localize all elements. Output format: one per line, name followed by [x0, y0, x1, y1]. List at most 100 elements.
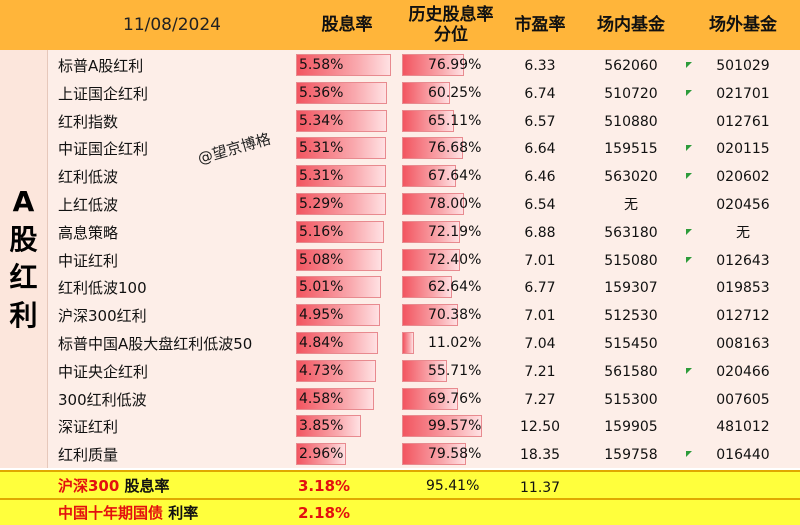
- etf-code: 561580: [604, 363, 658, 380]
- percentile-bar-fill: [403, 416, 481, 437]
- comment-marker-icon: [686, 62, 692, 68]
- reference-row-bond: 中国十年期国债 利率 2.18%: [0, 498, 800, 525]
- index-name: 上红低波: [58, 196, 119, 214]
- pe-value: 6.57: [524, 113, 556, 130]
- header-etf: 场内基金: [597, 15, 665, 35]
- pe-value: 7.01: [524, 308, 556, 325]
- yield-bar: [296, 193, 386, 215]
- table-row: 标普A股红利 5.58% 76.99% 6.33 562060 501029: [48, 52, 800, 80]
- yield-bar: [296, 54, 391, 76]
- etf-code: 515450: [604, 336, 658, 352]
- pe-value: 7.04: [524, 336, 556, 352]
- etf-code: 563180: [604, 224, 658, 241]
- yield-bar: [296, 415, 362, 438]
- percentile-value: 76.99%: [428, 57, 482, 73]
- pe-value: 6.77: [524, 280, 556, 297]
- yield-bar: [296, 81, 388, 104]
- side-char: 红: [9, 261, 38, 294]
- comment-marker-icon: [686, 89, 692, 96]
- percentile-bar-fill: [403, 55, 463, 75]
- index-name: 红利低波: [58, 168, 119, 187]
- index-name: 中证红利: [58, 251, 119, 270]
- reference-pe: 11.37: [520, 480, 561, 496]
- yield-bar: [296, 165, 387, 188]
- reference-name-black: 股息率: [119, 477, 170, 495]
- comment-marker-icon: [686, 228, 692, 235]
- yield-bar-fill: [297, 194, 385, 214]
- percentile-bar: [402, 359, 447, 382]
- table-row: 红利低波100 5.01% 62.64% 6.77 159307 019853: [48, 274, 800, 302]
- percentile-bar-fill: [403, 249, 459, 270]
- yield-bar: [296, 137, 387, 160]
- header-date: 11/08/2024: [123, 15, 221, 35]
- pe-value: 7.01: [524, 252, 556, 269]
- etf-code: 563020: [604, 169, 658, 186]
- pe-value: 6.88: [524, 224, 556, 241]
- otc-fund-code: 008163: [716, 336, 770, 352]
- header-pe: 市盈率: [514, 15, 566, 35]
- otc-fund-code: 501029: [716, 58, 770, 74]
- percentile-bar: [402, 332, 414, 354]
- etf-code: 无: [624, 197, 638, 213]
- otc-fund-code: 012643: [716, 252, 770, 269]
- reference-yield: 3.18%: [298, 477, 351, 495]
- percentile-bar-fill: [403, 333, 413, 353]
- etf-code: 159758: [604, 447, 658, 464]
- table-row: 上红低波 5.29% 78.00% 6.54 无 020456: [48, 191, 800, 219]
- yield-value: 5.34%: [299, 112, 344, 129]
- yield-value: 3.85%: [299, 418, 344, 435]
- index-name: 标普中国A股大盘红利低波50: [58, 335, 253, 353]
- etf-code: 159905: [604, 419, 658, 436]
- percentile-bar-fill: [403, 444, 465, 465]
- pe-value: 6.54: [524, 197, 556, 213]
- percentile-bar: [402, 415, 482, 438]
- etf-code: 515080: [604, 252, 658, 269]
- percentile-bar-fill: [403, 82, 450, 103]
- table-row: 红利低波 5.31% 67.64% 6.46 563020 020602: [48, 163, 800, 191]
- otc-fund-code: 无: [736, 224, 750, 241]
- etf-code: 562060: [604, 58, 658, 74]
- percentile-value: 78.00%: [428, 196, 482, 212]
- yield-bar: [296, 220, 384, 243]
- percentile-value: 99.57%: [428, 418, 482, 435]
- index-name: 300红利低波: [58, 390, 147, 409]
- index-name: 标普A股红利: [58, 57, 144, 75]
- table-row: 红利指数 5.34% 65.11% 6.57 510880 012761: [48, 108, 800, 136]
- percentile-bar-fill: [403, 277, 452, 298]
- otc-fund-code: 012712: [716, 308, 770, 325]
- yield-value: 4.58%: [299, 390, 344, 407]
- pe-value: 7.27: [524, 391, 556, 408]
- yield-bar-fill: [297, 166, 386, 187]
- percentile-bar: [402, 81, 451, 104]
- yield-value: 5.36%: [299, 84, 344, 101]
- comment-marker-icon: [686, 451, 692, 458]
- reference-row-hs300: 沪深300 股息率 3.18% 95.41% 11.37: [0, 470, 800, 498]
- yield-bar-fill: [297, 388, 373, 409]
- index-name: 中证央企红利: [58, 362, 149, 381]
- percentile-bar-fill: [403, 166, 456, 187]
- percentile-value: 11.02%: [428, 335, 482, 351]
- yield-bar: [296, 359, 377, 382]
- yield-bar-fill: [297, 221, 383, 242]
- yield-value: 5.01%: [299, 279, 344, 296]
- header-yield-percentile-line2: 分位: [434, 25, 468, 45]
- etf-code: 159515: [604, 141, 658, 158]
- etf-code: 515300: [604, 391, 658, 408]
- reference-name-black: 利率: [163, 504, 199, 522]
- comment-marker-icon: [686, 256, 692, 263]
- percentile-bar: [402, 276, 453, 299]
- header-otc-fund: 场外基金: [709, 15, 777, 35]
- percentile-value: 72.19%: [428, 223, 482, 240]
- yield-bar-fill: [297, 305, 380, 326]
- percentile-bar: [402, 109, 455, 132]
- percentile-bar-fill: [403, 110, 454, 131]
- table-row: 深证红利 3.85% 99.57% 12.50 159905 481012: [48, 413, 800, 441]
- header-yield: 股息率: [321, 15, 373, 35]
- yield-bar-fill: [297, 82, 387, 103]
- percentile-bar: [402, 137, 464, 160]
- yield-bar: [296, 387, 374, 410]
- index-name: 红利指数: [58, 112, 119, 131]
- etf-code: 159307: [604, 280, 658, 297]
- yield-value: 5.31%: [299, 168, 344, 185]
